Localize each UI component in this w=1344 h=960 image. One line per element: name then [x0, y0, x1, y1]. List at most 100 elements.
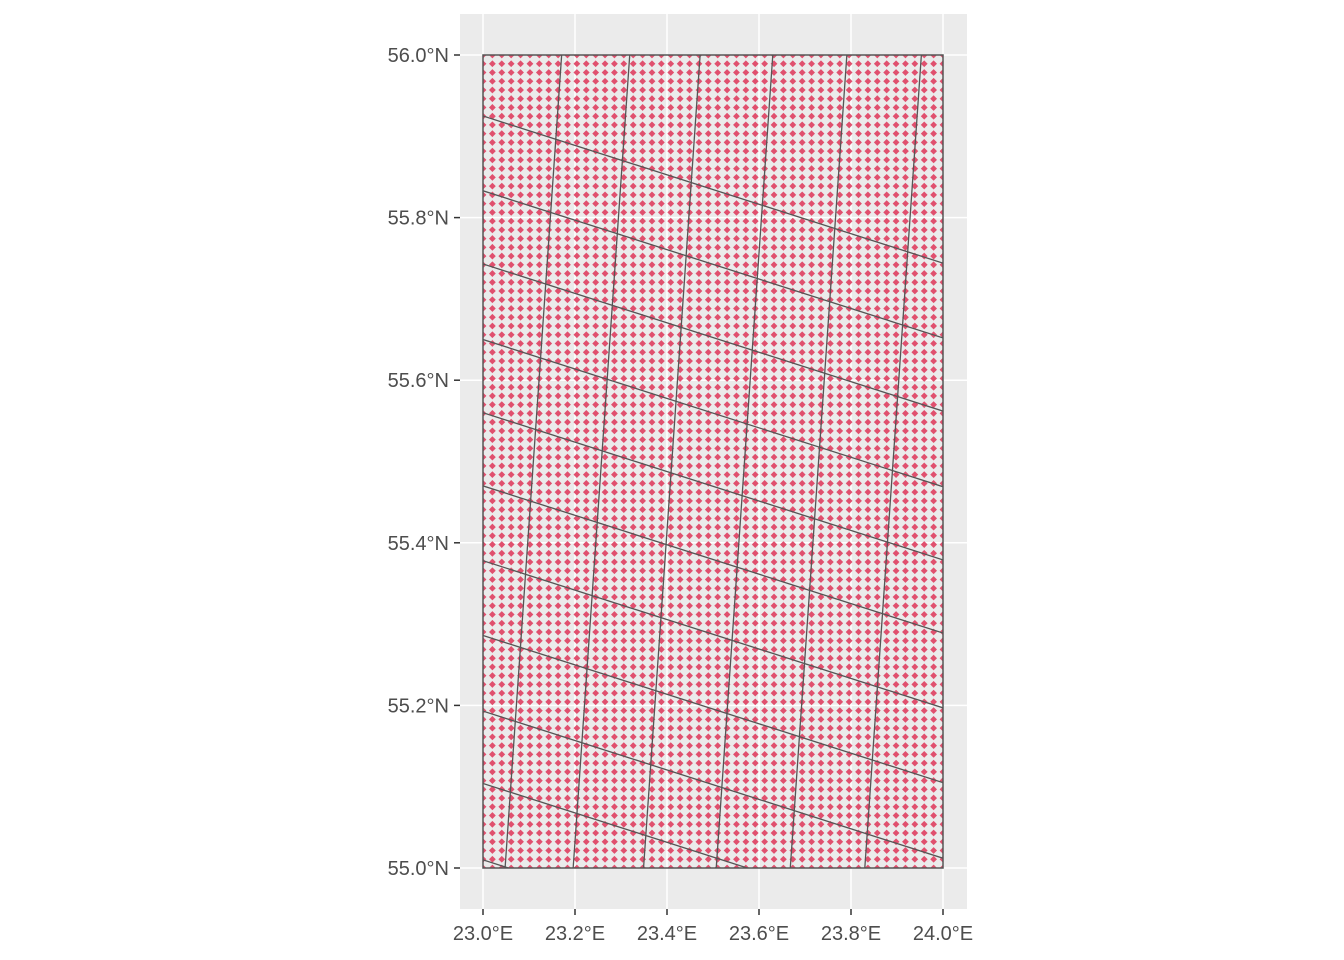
- grid-point: [517, 584, 524, 592]
- grid-point: [648, 549, 656, 557]
- grid-point: [920, 707, 928, 715]
- grid-point: [836, 654, 844, 662]
- grid-point: [582, 453, 590, 461]
- grid-point: [704, 637, 712, 645]
- grid-point: [855, 156, 862, 164]
- grid-point: [911, 278, 919, 286]
- grid-point: [939, 593, 943, 601]
- grid-point: [761, 733, 769, 741]
- grid-point: [911, 410, 919, 417]
- grid-point: [751, 217, 759, 225]
- grid-point: [836, 235, 844, 242]
- grid-point: [639, 646, 646, 653]
- grid-point: [855, 139, 862, 146]
- grid-point: [545, 864, 553, 868]
- grid-point: [733, 742, 740, 750]
- grid-point: [507, 173, 515, 181]
- grid-point: [676, 532, 684, 540]
- grid-point: [648, 820, 656, 828]
- grid-point: [507, 707, 515, 715]
- grid-point: [902, 855, 909, 863]
- grid-point: [873, 812, 881, 819]
- grid-point: [611, 383, 618, 391]
- grid-point: [920, 322, 928, 330]
- grid-point: [902, 130, 909, 138]
- grid-point: [798, 471, 806, 479]
- grid-point: [723, 366, 731, 374]
- grid-point: [826, 392, 834, 400]
- grid-point: [742, 759, 750, 767]
- grid-point: [507, 436, 515, 444]
- grid-point: [667, 296, 675, 304]
- grid-point: [761, 593, 769, 601]
- grid-point: [911, 698, 919, 706]
- grid-point: [733, 121, 740, 129]
- grid-point: [798, 506, 806, 513]
- grid-point: [629, 715, 637, 723]
- grid-point: [592, 663, 600, 671]
- grid-point: [855, 479, 862, 487]
- grid-point: [808, 672, 815, 680]
- grid-point: [733, 278, 740, 286]
- grid-point: [873, 576, 881, 583]
- grid-point: [648, 628, 656, 636]
- grid-point: [911, 820, 919, 828]
- grid-point: [892, 139, 900, 146]
- grid-point: [498, 348, 506, 356]
- grid-point: [639, 654, 646, 662]
- grid-point: [826, 453, 834, 461]
- grid-point: [855, 348, 862, 356]
- grid-point: [789, 77, 797, 85]
- grid-point: [864, 479, 872, 487]
- grid-point: [892, 383, 900, 391]
- grid-point: [873, 847, 881, 854]
- grid-point: [873, 523, 881, 531]
- grid-point: [751, 418, 759, 426]
- grid-point: [601, 270, 609, 277]
- grid-point: [545, 462, 553, 470]
- grid-point: [657, 235, 665, 242]
- grid-point: [686, 217, 693, 225]
- grid-point: [761, 689, 769, 697]
- grid-point: [535, 104, 543, 111]
- grid-point: [639, 60, 646, 68]
- grid-point: [507, 287, 515, 295]
- grid-point: [592, 646, 600, 653]
- grid-point: [695, 567, 703, 575]
- grid-point: [657, 418, 665, 426]
- grid-point: [911, 86, 919, 94]
- grid-point: [573, 392, 581, 400]
- grid-point: [611, 147, 618, 155]
- grid-point: [789, 742, 797, 750]
- grid-point: [873, 69, 881, 76]
- grid-point: [526, 803, 534, 811]
- grid-point: [826, 654, 834, 662]
- grid-point: [798, 750, 806, 758]
- grid-point: [930, 165, 938, 173]
- grid-point: [789, 313, 797, 321]
- grid-point: [526, 95, 534, 103]
- grid-point: [592, 235, 600, 242]
- grid-point: [573, 383, 581, 391]
- grid-point: [483, 444, 487, 452]
- grid-point: [535, 750, 543, 758]
- grid-point: [483, 698, 487, 706]
- grid-point: [836, 541, 844, 548]
- grid-point: [483, 86, 487, 94]
- grid-point: [517, 427, 524, 435]
- grid-point: [761, 252, 769, 260]
- grid-point: [526, 689, 534, 697]
- grid-point: [780, 733, 787, 741]
- grid-point: [873, 628, 881, 636]
- grid-point: [939, 689, 943, 697]
- grid-point: [798, 401, 806, 409]
- grid-point: [883, 69, 891, 76]
- grid-point: [507, 410, 515, 417]
- grid-point: [686, 410, 693, 417]
- grid-point: [723, 549, 731, 557]
- grid-point: [592, 340, 600, 347]
- grid-point: [695, 366, 703, 374]
- grid-point: [855, 444, 862, 452]
- grid-point: [723, 383, 731, 391]
- grid-point: [855, 392, 862, 400]
